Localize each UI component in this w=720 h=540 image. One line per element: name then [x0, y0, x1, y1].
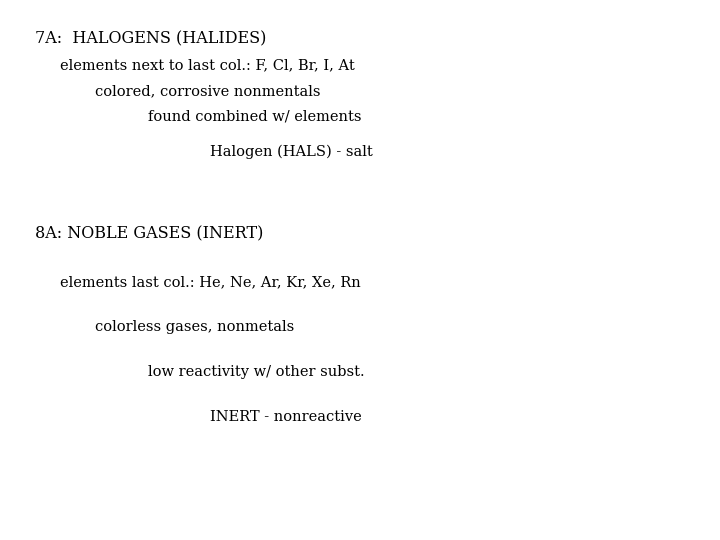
Text: 8A: NOBLE GASES (INERT): 8A: NOBLE GASES (INERT): [35, 225, 264, 242]
Text: 7A:  HALOGENS (HALIDES): 7A: HALOGENS (HALIDES): [35, 30, 266, 47]
Text: INERT - nonreactive: INERT - nonreactive: [210, 410, 361, 424]
Text: colorless gases, nonmetals: colorless gases, nonmetals: [95, 320, 294, 334]
Text: Halogen (HALS) - salt: Halogen (HALS) - salt: [210, 145, 373, 159]
Text: low reactivity w/ other subst.: low reactivity w/ other subst.: [148, 365, 364, 379]
Text: elements last col.: He, Ne, Ar, Kr, Xe, Rn: elements last col.: He, Ne, Ar, Kr, Xe, …: [60, 275, 361, 289]
Text: found combined w/ elements: found combined w/ elements: [148, 110, 361, 124]
Text: colored, corrosive nonmentals: colored, corrosive nonmentals: [95, 84, 320, 98]
Text: elements next to last col.: F, Cl, Br, I, At: elements next to last col.: F, Cl, Br, I…: [60, 58, 355, 72]
